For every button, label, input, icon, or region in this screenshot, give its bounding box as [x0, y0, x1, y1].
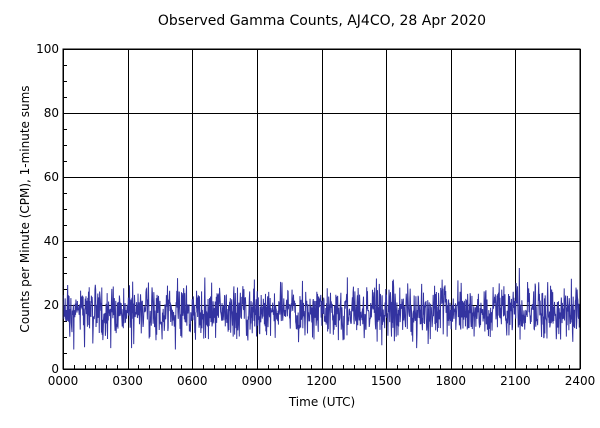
chart-title: Observed Gamma Counts, AJ4CO, 28 Apr 202… — [158, 13, 486, 29]
y-axis-label: Counts per Minute (CPM), 1-minute sums — [18, 85, 32, 332]
x-tick-label: 1200 — [306, 374, 337, 388]
y-tick-label: 100 — [36, 42, 59, 56]
x-tick-label: 1500 — [371, 374, 402, 388]
y-tick-label: 60 — [44, 170, 59, 184]
x-tick-label: 0300 — [112, 374, 143, 388]
x-tick-label: 0600 — [177, 374, 208, 388]
minor-ticks — [63, 49, 581, 370]
y-tick-label: 0 — [51, 362, 59, 376]
x-axis-label: Time (UTC) — [288, 395, 355, 409]
y-tick-label: 40 — [44, 234, 59, 248]
series-line — [62, 267, 581, 350]
x-tick-label: 0000 — [48, 374, 79, 388]
plot-frame — [62, 48, 581, 370]
y-tick-label: 20 — [44, 298, 59, 312]
x-tick-label: 0900 — [242, 374, 273, 388]
x-tick-labels: 0000 0300 0600 0900 1200 1500 1800 2100 2400 — [48, 374, 596, 388]
y-tick-labels: 0 20 40 60 80 100 — [36, 42, 59, 376]
y-tick-label: 80 — [44, 106, 59, 120]
x-tick-label: 1800 — [435, 374, 466, 388]
x-tick-label: 2100 — [500, 374, 531, 388]
x-tick-label: 2400 — [565, 374, 596, 388]
